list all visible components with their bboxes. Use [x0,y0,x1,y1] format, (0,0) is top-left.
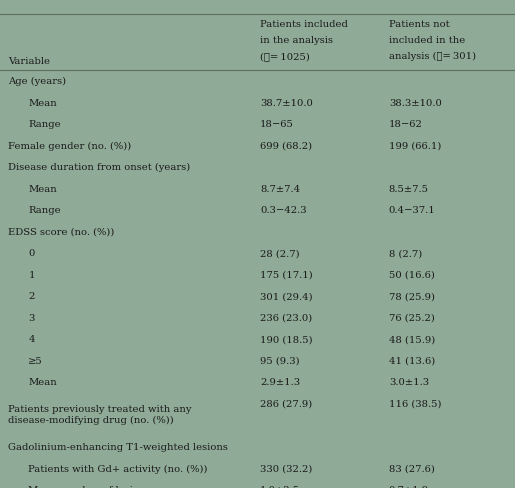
Text: 330 (32.2): 330 (32.2) [260,464,313,472]
Text: 83 (27.6): 83 (27.6) [389,464,435,472]
Text: 38.3±10.0: 38.3±10.0 [389,99,442,107]
Text: Mean: Mean [28,378,57,386]
Text: Range: Range [28,206,61,215]
Text: in the analysis: in the analysis [260,36,333,45]
Text: Gadolinium-enhancing T1-weighted lesions: Gadolinium-enhancing T1-weighted lesions [8,442,228,451]
Text: Age (years): Age (years) [8,77,66,86]
Text: Mean: Mean [28,184,57,193]
Text: 116 (38.5): 116 (38.5) [389,399,441,408]
Text: 1.0±2.5: 1.0±2.5 [260,485,300,488]
Text: 8 (2.7): 8 (2.7) [389,249,422,258]
Text: 50 (16.6): 50 (16.6) [389,270,435,279]
Text: Patients with Gd+ activity (no. (%)): Patients with Gd+ activity (no. (%)) [28,464,208,472]
Text: 2: 2 [28,292,35,301]
Text: 18−65: 18−65 [260,120,294,129]
Text: 1: 1 [28,270,35,279]
Text: Patients not: Patients not [389,20,450,28]
Text: (ℓ= 1025): (ℓ= 1025) [260,52,310,61]
Text: included in the: included in the [389,36,465,45]
Text: 699 (68.2): 699 (68.2) [260,142,312,150]
Text: 0.3−42.3: 0.3−42.3 [260,206,307,215]
Text: 286 (27.9): 286 (27.9) [260,399,312,408]
Text: 0.7±1.9: 0.7±1.9 [389,485,429,488]
Text: 95 (9.3): 95 (9.3) [260,356,300,365]
Text: Patients included: Patients included [260,20,348,28]
Text: 0.4−37.1: 0.4−37.1 [389,206,436,215]
Text: 4: 4 [28,335,35,344]
Text: Variable: Variable [8,57,50,66]
Text: 3.0±1.3: 3.0±1.3 [389,378,429,386]
Text: 76 (25.2): 76 (25.2) [389,313,435,322]
Text: 3: 3 [28,313,35,322]
Text: Mean number of lesions: Mean number of lesions [28,485,151,488]
Text: Female gender (no. (%)): Female gender (no. (%)) [8,142,131,150]
Text: 2.9±1.3: 2.9±1.3 [260,378,300,386]
Text: 78 (25.9): 78 (25.9) [389,292,435,301]
Text: 8.7±7.4: 8.7±7.4 [260,184,300,193]
Text: Range: Range [28,120,61,129]
Text: analysis (ℓ= 301): analysis (ℓ= 301) [389,52,476,61]
Text: Mean: Mean [28,99,57,107]
Text: 38.7±10.0: 38.7±10.0 [260,99,313,107]
Text: 8.5±7.5: 8.5±7.5 [389,184,429,193]
Text: 236 (23.0): 236 (23.0) [260,313,312,322]
Text: 28 (2.7): 28 (2.7) [260,249,300,258]
Text: ≥5: ≥5 [28,356,43,365]
Text: 18−62: 18−62 [389,120,423,129]
Text: Patients previously treated with any
disease-modifying drug (no. (%)): Patients previously treated with any dis… [8,405,191,424]
Text: 0: 0 [28,249,35,258]
Text: EDSS score (no. (%)): EDSS score (no. (%)) [8,227,114,236]
Text: 301 (29.4): 301 (29.4) [260,292,313,301]
Text: 199 (66.1): 199 (66.1) [389,142,441,150]
Text: 48 (15.9): 48 (15.9) [389,335,435,344]
Text: 41 (13.6): 41 (13.6) [389,356,435,365]
Text: Disease duration from onset (years): Disease duration from onset (years) [8,163,190,172]
Text: 190 (18.5): 190 (18.5) [260,335,313,344]
Text: 175 (17.1): 175 (17.1) [260,270,313,279]
